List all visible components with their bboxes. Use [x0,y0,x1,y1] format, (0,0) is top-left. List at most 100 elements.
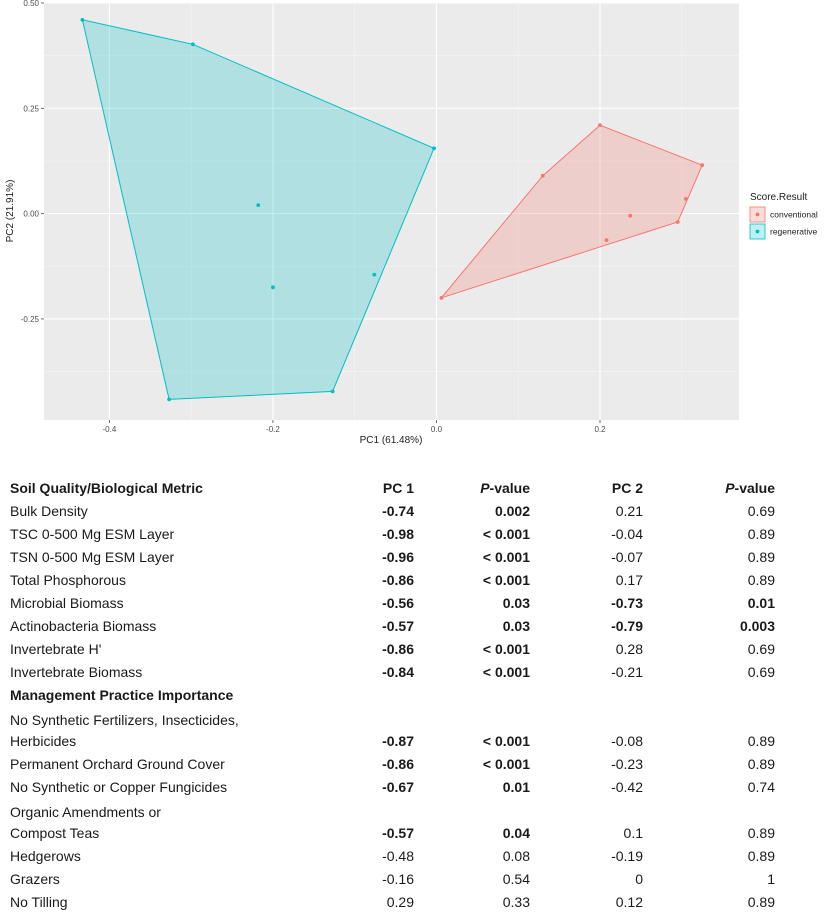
table-row: Actinobacteria Biomass -0.57 0.03 -0.79 0.00… [0,615,829,638]
legend-label-conventional: conventional [770,210,818,220]
row-label-text: Permanent Orchard Ground Cover [10,756,225,772]
x-tick-label-2: 0.0 [431,425,443,434]
y-tick-label-3: 0.50 [23,0,39,8]
hull-regenerative [81,19,435,400]
cell-pc2: 0.12 [615,894,643,910]
cell-pc1: -0.16 [382,871,414,887]
cell-p1: < 0.001 [482,756,530,772]
table-row: No Synthetic Fertilizers, Insecticides, H… [0,707,829,753]
cell-p1: < 0.001 [482,641,530,657]
table-row: Invertebrate Biomass -0.84 < 0.001 -0.21 0.6… [0,661,829,684]
cell-p1: < 0.001 [482,526,530,542]
cell-p2: 0.89 [747,526,775,542]
cell-p1: < 0.001 [482,549,530,565]
table-row: Bulk Density -0.74 0.002 0.21 0.69 [0,500,829,523]
cell-p1: 0.04 [502,825,530,841]
row-label-text: No Synthetic or Copper Fungicides [10,779,228,795]
cell-pc2: -0.23 [611,756,643,772]
row-label-text: Invertebrate H' [10,641,102,657]
legend-title: Score.Result [750,192,807,203]
cell-pc1: -0.57 [382,618,414,634]
legend-items: conventional regenerative [749,206,818,240]
table-row: Grazers -0.16 0.54 0 1 [0,868,829,891]
section-header: Management Practice Importance [0,684,829,707]
row-label: Organic Amendments or Compost Teas [10,804,161,841]
point-conventional-5 [675,220,680,224]
cell-pc1: -0.84 [382,664,414,680]
row-label-text: TSC 0-500 Mg ESM Layer [10,526,175,542]
cell-pc1: 0.29 [386,894,414,910]
row-label-text: Total Phosphorous [10,572,126,588]
cell-p2: 0.89 [747,756,775,772]
row-label: Total Phosphorous [10,572,126,588]
cell-p2: 0.69 [747,503,775,519]
cell-pc1: -0.56 [382,595,414,611]
point-regenerative-3 [330,389,335,394]
header-p1-suffix: -value [489,480,530,496]
cell-pc2: -0.04 [611,526,643,542]
plot-panel [44,3,739,420]
cell-pc1: -0.87 [382,733,414,749]
cell-pc1: -0.48 [382,848,414,864]
cell-p1: < 0.001 [482,572,530,588]
row-label-text: Herbicides [10,733,77,749]
cell-pc2: 0.21 [615,503,643,519]
header-pc2: PC 2 [611,480,643,496]
point-regenerative-1 [190,42,195,47]
row-label-text: Grazers [10,871,60,887]
cell-p2: 0.69 [747,641,775,657]
header-p1: P-value [480,480,530,496]
cell-p1: 0.08 [502,848,530,864]
table-header: Soil Quality/Biological Metric PC 1 P-va… [0,477,829,500]
point-regenerative-4 [167,397,172,402]
cell-p2: 0.74 [747,779,775,795]
row-label: Microbial Biomass [10,595,124,611]
point-regenerative-2 [432,146,436,151]
cell-pc1: -0.67 [382,779,414,795]
cell-p2: 0.89 [747,549,775,565]
legend: Score.Result conventional regenerative [749,192,818,240]
cell-pc1: -0.57 [382,825,414,841]
cell-pc1: -0.96 [382,549,414,565]
row-label: Bulk Density [10,503,88,519]
header-p2: P-value [725,480,775,496]
table-row: No Tilling 0.29 0.33 0.12 0.89 [0,891,829,914]
row-label-line1: Organic Amendments or [10,804,161,820]
cell-p2: 0.01 [747,595,775,611]
cell-pc2: -0.07 [611,549,643,565]
table-row: No Synthetic or Copper Fungicides -0.67 0.… [0,776,829,799]
cell-p1: 0.33 [502,894,530,910]
header-p2-prefix: P [725,480,735,496]
cell-pc2: -0.08 [611,733,643,749]
pca-chart: -0.4 -0.2 0.0 0.2 -0.25 0.00 0.25 0.50 PC1 (61… [5,0,818,446]
row-label-text: Microbial Biomass [10,595,124,611]
cell-pc1: -0.86 [382,572,414,588]
row-label: TSN 0-500 Mg ESM Layer [10,549,174,565]
cell-p2: 0.89 [747,848,775,864]
header-p2-suffix: -value [734,480,775,496]
point-regenerative-5 [256,203,261,208]
table-row: Permanent Orchard Ground Cover -0.86 < 0.0… [0,753,829,776]
point-regenerative-7 [372,272,377,277]
table-row: TSN 0-500 Mg ESM Layer -0.96 < 0.001 -0.07 0… [0,546,829,569]
table-row: Organic Amendments or Compost Teas -0.57 0.… [0,799,829,845]
row-label: Invertebrate Biomass [10,664,142,680]
point-regenerative-0 [80,17,85,22]
cell-p2: 0.69 [747,664,775,680]
cell-p2: 0.89 [747,894,775,910]
x-tick-label-3: 0.2 [594,425,606,434]
point-conventional-7 [604,238,609,243]
cell-p1: 0.03 [502,595,530,611]
x-axis-ticks: -0.4 -0.2 0.0 0.2 [103,420,606,434]
row-label-text: Actinobacteria Biomass [10,618,157,634]
row-label: TSC 0-500 Mg ESM Layer [10,526,174,542]
row-label-text: Invertebrate Biomass [10,664,143,680]
cell-p2: 0.89 [747,572,775,588]
cell-p1: 0.002 [494,503,530,519]
cell-pc2: -0.73 [611,595,643,611]
cell-pc2: 0 [635,871,643,887]
cell-p1: 0.54 [502,871,530,887]
row-label: Invertebrate H' [10,641,101,657]
x-tick-label-0: -0.4 [103,425,117,434]
grid-major [44,2,739,420]
